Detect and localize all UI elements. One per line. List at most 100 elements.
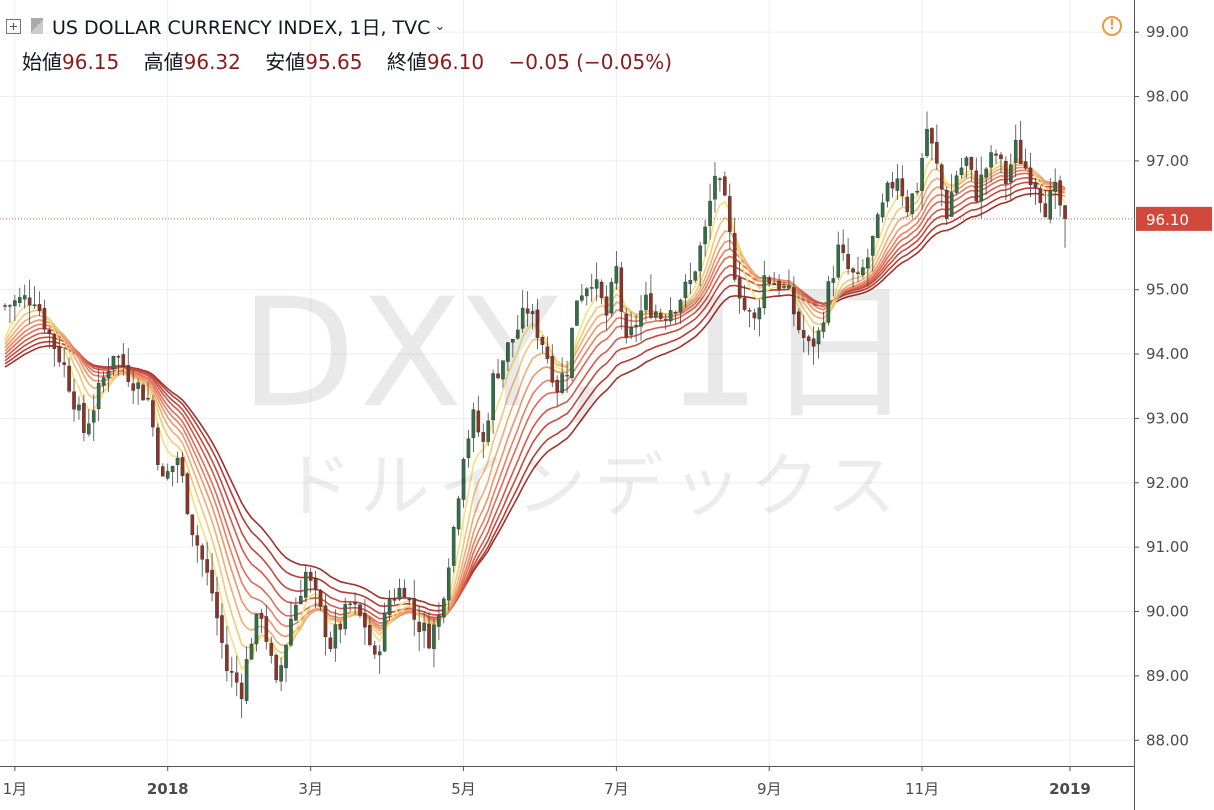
y-tick-label: 95.00 xyxy=(1146,281,1189,299)
candle-body xyxy=(994,153,998,156)
candle-body xyxy=(27,297,32,306)
candle-body xyxy=(949,192,954,217)
candle-body xyxy=(486,420,490,442)
candle-body xyxy=(644,294,648,310)
ema-line xyxy=(4,176,1066,620)
candle-body xyxy=(501,360,505,380)
x-tick-label: 3月 xyxy=(298,780,323,798)
candle-body xyxy=(32,304,37,306)
candle-body xyxy=(269,643,274,656)
candle-body xyxy=(841,244,845,253)
candle-body xyxy=(279,665,283,682)
x-tick-label: 2019 xyxy=(1049,780,1091,798)
candle-body xyxy=(215,591,219,619)
candle-body xyxy=(417,621,421,633)
candle-body xyxy=(530,311,535,315)
candle-body xyxy=(72,391,76,410)
candle-body xyxy=(742,297,747,310)
last-price-label: 96.10 xyxy=(1146,211,1189,229)
candle-body xyxy=(599,281,604,299)
candle-body xyxy=(52,334,57,349)
candle-body xyxy=(126,365,131,382)
expand-icon[interactable] xyxy=(6,18,21,34)
candle-body xyxy=(274,655,278,681)
candle-body xyxy=(377,651,382,656)
candle-body xyxy=(471,409,476,439)
candle-body xyxy=(792,287,796,315)
x-axis: 1月 2018 3月 5月 7月 9月 11月 2019 xyxy=(3,766,1091,798)
open-value: 96.15 xyxy=(62,50,120,74)
y-tick-label: 93.00 xyxy=(1146,409,1189,427)
candle-body xyxy=(303,571,308,598)
candle-body xyxy=(412,598,417,620)
candle-body xyxy=(244,659,249,701)
candle-body xyxy=(826,281,831,323)
candle-body xyxy=(925,129,929,156)
high-value: 96.32 xyxy=(183,50,241,74)
candle-body xyxy=(259,613,264,619)
candle-body xyxy=(451,526,456,566)
candle-body xyxy=(856,272,860,274)
change-value: −0.05 (−0.05%) xyxy=(508,50,673,74)
candle-body xyxy=(979,174,984,202)
candle-body xyxy=(846,254,850,270)
candle-body xyxy=(649,293,653,318)
candle-body xyxy=(67,365,71,392)
candle-body xyxy=(1058,180,1062,206)
candle-body xyxy=(525,308,530,314)
y-tick-label: 97.00 xyxy=(1146,152,1189,170)
candle-body xyxy=(382,612,387,652)
y-tick-label: 98.00 xyxy=(1146,88,1189,106)
candles xyxy=(3,111,1067,718)
candle-body xyxy=(101,377,106,386)
candle-body xyxy=(397,587,402,600)
watermark-symbol: DXY, 1日 xyxy=(240,267,919,441)
candle-body xyxy=(673,311,678,314)
candle-body xyxy=(42,308,47,330)
candle-body xyxy=(747,309,752,312)
flag-icon xyxy=(31,18,43,34)
x-tick-label: 7月 xyxy=(604,780,629,798)
candle-body xyxy=(437,615,441,627)
candle-body xyxy=(1028,167,1033,186)
candle-body xyxy=(668,310,673,322)
candle-body xyxy=(289,618,293,646)
candle-body xyxy=(910,193,914,215)
y-tick-label: 89.00 xyxy=(1146,667,1189,685)
candle-body xyxy=(156,427,160,465)
candle-body xyxy=(264,616,269,642)
candle-body xyxy=(210,569,214,594)
chevron-down-icon[interactable]: ⌄ xyxy=(434,18,446,34)
candle-body xyxy=(964,157,969,166)
candle-body xyxy=(62,362,66,365)
candle-body xyxy=(506,342,510,362)
symbol-title[interactable]: US DOLLAR CURRENCY INDEX, 1日, TVC xyxy=(52,16,431,39)
candle-body xyxy=(1004,161,1008,184)
candle-body xyxy=(1048,190,1053,220)
candle-body xyxy=(939,164,944,190)
candle-body xyxy=(969,156,974,170)
candle-body xyxy=(151,400,155,428)
candle-body xyxy=(999,154,1003,159)
candle-body xyxy=(540,336,545,345)
candle-body xyxy=(87,423,91,435)
candle-body xyxy=(594,279,599,289)
candle-body xyxy=(782,285,786,288)
candle-body xyxy=(407,598,412,601)
candle-body xyxy=(797,311,801,331)
candle-body xyxy=(708,200,712,226)
y-tick-label: 90.00 xyxy=(1146,603,1189,621)
candle-body xyxy=(225,644,229,671)
x-tick-label: 9月 xyxy=(757,780,782,798)
candle-body xyxy=(323,605,328,638)
candle-body xyxy=(604,296,609,316)
y-tick-label: 94.00 xyxy=(1146,345,1189,363)
ema-line xyxy=(4,169,1066,628)
alert-icon[interactable]: ! xyxy=(1102,16,1122,36)
candle-body xyxy=(481,432,486,442)
candle-body xyxy=(639,310,643,327)
candle-body xyxy=(348,603,352,606)
candle-body xyxy=(718,178,722,180)
y-tick-label: 92.00 xyxy=(1146,474,1189,492)
